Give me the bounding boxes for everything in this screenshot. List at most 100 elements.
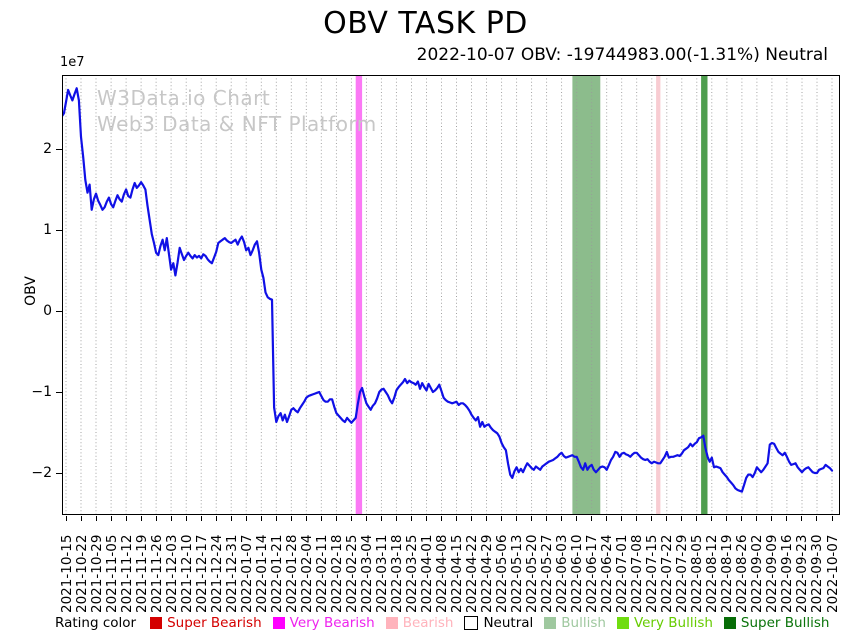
x-tick-label: 2021-12-10 (178, 534, 195, 613)
x-tick-mark (801, 516, 803, 521)
y-tick-mark (56, 148, 62, 150)
x-tick-mark (471, 516, 473, 521)
x-tick-label: 2022-06-24 (599, 534, 616, 613)
x-tick-label: 2022-05-27 (539, 534, 556, 613)
x-tick-mark (110, 516, 112, 521)
rating-band-very-bearish (355, 75, 363, 515)
x-tick-mark (636, 516, 638, 521)
x-tick-mark (486, 516, 488, 521)
x-tick-label: 2022-02-18 (328, 534, 345, 613)
x-tick-label: 2022-06-10 (569, 534, 586, 613)
x-tick-label: 2022-07-15 (644, 534, 661, 613)
rating-band-bearish (656, 75, 661, 515)
x-tick-label: 2022-05-06 (494, 534, 511, 613)
x-tick-label: 2021-10-29 (88, 534, 105, 613)
x-tick-label: 2022-07-01 (614, 534, 631, 613)
legend-item-super-bearish: Super Bearish (150, 615, 262, 631)
chart-title: OBV TASK PD (323, 6, 528, 41)
x-tick-label: 2022-09-09 (764, 534, 781, 613)
x-tick-label: 2022-09-23 (794, 534, 811, 613)
x-tick-mark (741, 516, 743, 521)
x-tick-label: 2021-12-03 (163, 534, 180, 613)
x-tick-mark (816, 516, 818, 521)
x-tick-label: 2022-07-22 (659, 534, 676, 613)
x-tick-mark (831, 516, 833, 521)
x-tick-mark (200, 516, 202, 521)
x-tick-label: 2021-10-22 (73, 534, 90, 613)
legend-swatch-bullish (544, 617, 557, 629)
x-tick-label: 2022-06-03 (554, 534, 571, 613)
x-tick-mark (501, 516, 503, 521)
x-tick-mark (335, 516, 337, 521)
x-tick-mark (125, 516, 127, 521)
legend-label: Super Bullish (740, 615, 830, 631)
x-tick-label: 2022-08-26 (734, 534, 751, 613)
x-tick-mark (711, 516, 713, 521)
obv-series-line (60, 87, 834, 493)
x-tick-label: 2022-08-05 (689, 534, 706, 613)
x-tick-mark (320, 516, 322, 521)
x-tick-mark (380, 516, 382, 521)
x-tick-mark (786, 516, 788, 521)
y-axis-scale-label: 1e7 (60, 55, 85, 70)
x-tick-mark (185, 516, 187, 521)
x-tick-mark (305, 516, 307, 521)
x-tick-label: 2022-02-25 (343, 534, 360, 613)
obv-line-chart (60, 75, 840, 515)
x-tick-mark (365, 516, 367, 521)
legend-label: Super Bearish (167, 615, 262, 631)
x-tick-label: 2022-05-13 (509, 534, 526, 613)
x-tick-mark (95, 516, 97, 521)
legend-item-neutral: Neutral (464, 615, 533, 631)
legend: Rating color Super Bearish Very Bearish Be… (55, 615, 840, 631)
x-tick-mark (591, 516, 593, 521)
legend-swatch-neutral (464, 616, 479, 630)
legend-swatch-very-bullish (616, 617, 629, 629)
legend-item-very-bearish: Very Bearish (272, 615, 375, 631)
x-tick-mark (290, 516, 292, 521)
chart-subtitle: 2022-10-07 OBV: -19744983.00(-1.31%) Neu… (416, 45, 828, 65)
x-tick-label: 2021-11-26 (148, 534, 165, 613)
x-tick-mark (651, 516, 653, 521)
x-tick-mark (425, 516, 427, 521)
y-tick-mark (56, 391, 62, 393)
x-tick-label: 2022-01-28 (283, 534, 300, 613)
y-tick-mark (56, 310, 62, 312)
legend-item-bearish: Bearish (385, 615, 453, 631)
legend-label: Very Bullish (633, 615, 713, 631)
legend-title: Rating color (55, 615, 137, 631)
legend-swatch-bearish (385, 617, 398, 629)
x-tick-mark (681, 516, 683, 521)
x-tick-label: 2022-01-21 (268, 534, 285, 613)
x-tick-mark (140, 516, 142, 521)
legend-swatch-very-bearish (272, 617, 285, 629)
x-tick-mark (395, 516, 397, 521)
x-tick-mark (410, 516, 412, 521)
x-tick-label: 2021-11-12 (118, 534, 135, 613)
x-tick-label: 2022-08-19 (719, 534, 736, 613)
x-tick-label: 2021-11-05 (103, 534, 120, 613)
x-tick-mark (516, 516, 518, 521)
x-tick-mark (666, 516, 668, 521)
x-tick-label: 2022-04-29 (479, 534, 496, 613)
x-tick-label: 2022-02-11 (313, 534, 330, 613)
x-tick-label: 2021-12-17 (193, 534, 210, 613)
x-tick-mark (230, 516, 232, 521)
x-tick-label: 2022-09-30 (809, 534, 826, 613)
x-tick-label: 2022-06-17 (584, 534, 601, 613)
x-tick-mark (245, 516, 247, 521)
x-tick-mark (350, 516, 352, 521)
x-tick-label: 2021-11-19 (133, 534, 150, 613)
legend-label: Very Bearish (289, 615, 375, 631)
x-tick-mark (65, 516, 67, 521)
x-tick-label: 2022-04-08 (433, 534, 450, 613)
x-tick-label: 2021-12-31 (223, 534, 240, 613)
x-tick-label: 2022-03-04 (358, 534, 375, 613)
x-tick-label: 2022-01-14 (253, 534, 270, 613)
x-tick-label: 2021-12-24 (208, 534, 225, 613)
x-tick-mark (546, 516, 548, 521)
legend-item-bullish: Bullish (544, 615, 606, 631)
x-tick-label: 2022-08-12 (704, 534, 721, 613)
x-tick-mark (80, 516, 82, 521)
